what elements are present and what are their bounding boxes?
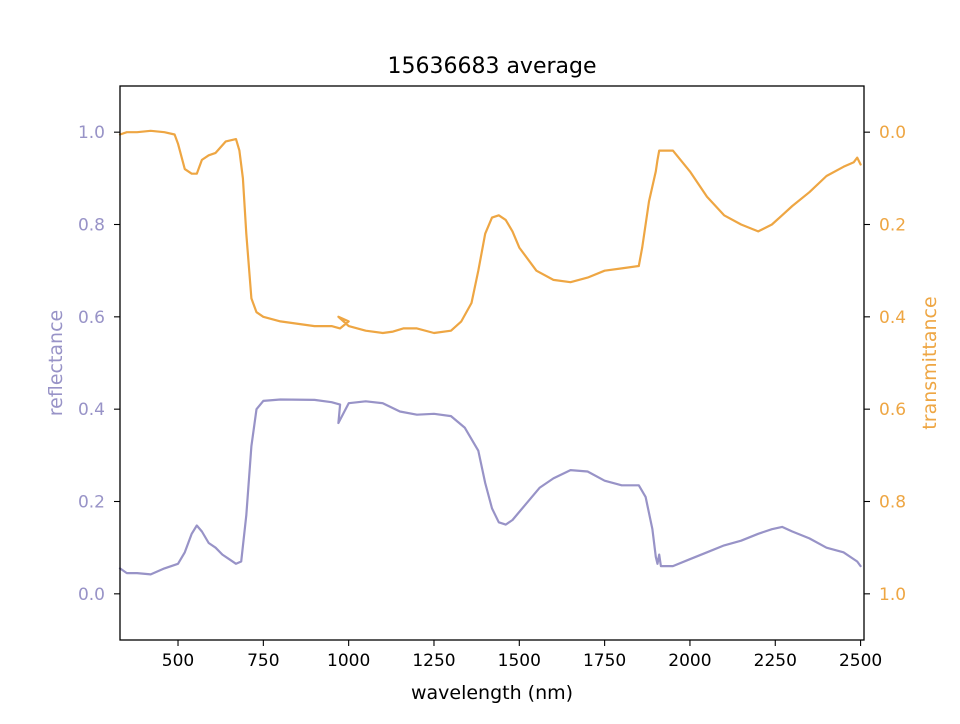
reflectance-series-line [118, 398, 862, 576]
y-right-tick-label: 0.8 [879, 493, 906, 513]
x-tick-label: 1250 [412, 651, 455, 671]
y-left-tick-label: 1.0 [78, 123, 105, 143]
x-tick-label: 1500 [498, 651, 541, 671]
transmittance-series-line [118, 129, 862, 335]
y-left-tick-label: 0.0 [78, 585, 105, 605]
y-axis-label-right: transmittance [919, 296, 941, 429]
x-tick-label: 2250 [754, 651, 797, 671]
x-tick-label: 2500 [839, 651, 882, 671]
y-axis-label-left: reflectance [45, 310, 67, 416]
x-tick-label: 2000 [668, 651, 711, 671]
y-right-tick-label: 0.0 [879, 123, 906, 143]
y-right-tick-label: 0.4 [879, 308, 906, 328]
y-right-tick-label: 1.0 [879, 585, 906, 605]
chart-title: 15636683 average [387, 54, 596, 79]
x-tick-label: 750 [247, 651, 279, 671]
x-axis-label: wavelength (nm) [411, 682, 573, 704]
plot-lines [118, 129, 862, 576]
x-tick-label: 1750 [583, 651, 626, 671]
x-axis: 500 750 1000 1250 1500 1750 2000 2250 2500 [162, 640, 882, 671]
y-left-tick-label: 0.4 [78, 400, 105, 420]
y-axis-right: 0.0 0.2 0.4 0.6 0.8 1.0 [864, 123, 906, 605]
y-right-tick-label: 0.6 [879, 400, 906, 420]
y-left-tick-label: 0.6 [78, 308, 105, 328]
x-tick-label: 1000 [327, 651, 370, 671]
plot-frame [119, 85, 865, 641]
x-tick-label: 500 [162, 651, 194, 671]
y-left-tick-label: 0.8 [78, 216, 105, 236]
y-axis-left: 0.0 0.2 0.4 0.6 0.8 1.0 [78, 123, 120, 605]
y-left-tick-label: 0.2 [78, 493, 105, 513]
y-right-tick-label: 0.2 [879, 216, 906, 236]
